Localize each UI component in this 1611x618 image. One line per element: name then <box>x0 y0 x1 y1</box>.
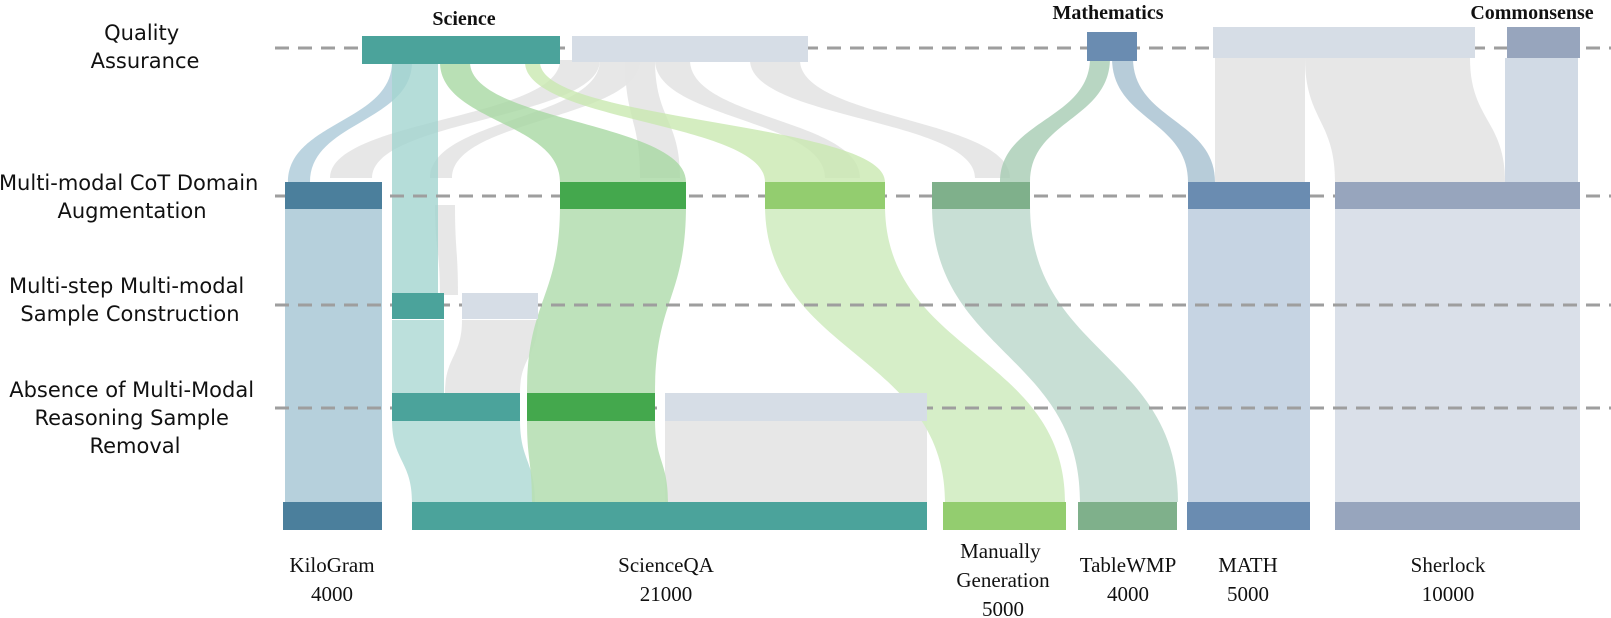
flow-cot-slate-to-sherlock <box>1335 205 1580 502</box>
flow-common-to-cot <box>1505 58 1578 182</box>
dataset-name-manually-generation: Manually Generation <box>956 539 1050 592</box>
node-cot-sherlock <box>1335 182 1580 209</box>
flows-layer <box>285 58 1580 502</box>
node-dataset-tablewmp <box>1078 502 1177 530</box>
flow-grey-common-a <box>1215 58 1305 182</box>
node-cot-sage <box>932 182 1030 209</box>
flow-grey-cot-to-msc <box>435 205 458 295</box>
dataset-name-tablewmp: TableWMP <box>1080 553 1177 577</box>
flow-math-to-cot-sage <box>1000 58 1110 182</box>
stage-label-cot-augmentation: Multi-modal CoT Domain Augmentation <box>0 171 265 223</box>
node-abs-teal <box>392 393 520 421</box>
stage-label-absence-removal: Absence of Multi-Modal Reasoning Sample … <box>9 378 261 458</box>
flow-science-to-cot-green <box>440 62 686 182</box>
dataset-count-tablewmp: 4000 <box>1107 582 1149 606</box>
dataset-count-scienceqa: 21000 <box>640 582 693 606</box>
node-cot-green <box>560 182 686 209</box>
node-cot-kilogram <box>285 182 382 209</box>
stage-label-quality-assurance: Quality Assurance <box>91 21 200 73</box>
flow-cot-sage-to-tablewmp <box>932 205 1178 502</box>
nodes-layer <box>283 27 1580 530</box>
stage-label-sample-construction: Multi-step Multi-modal Sample Constructi… <box>9 274 251 326</box>
node-abs-green <box>527 393 655 421</box>
flow-grey-qa-to-cot-e <box>750 60 1010 178</box>
category-label-commonsense: Commonsense <box>1470 2 1593 24</box>
dataset-name-math: MATH <box>1218 553 1278 577</box>
node-msc-teal <box>392 293 444 319</box>
node-cot-math <box>1188 182 1310 209</box>
node-abs-grey <box>665 393 927 421</box>
node-cot-light-green <box>765 182 885 209</box>
flow-cot-light-to-manual <box>765 205 1065 502</box>
flow-grey-qa-to-cot-a <box>330 60 600 178</box>
flow-msc-to-abs-teal <box>392 320 444 393</box>
node-dataset-scienceqa <box>412 502 927 530</box>
node-qa-science <box>362 36 560 64</box>
dataset-count-math: 5000 <box>1227 582 1269 606</box>
flow-math-to-cot-blue <box>1112 58 1215 182</box>
flow-abs-green-to-scienceqa <box>527 420 668 502</box>
node-qa-commonsense <box>1507 27 1580 58</box>
node-msc-grey <box>462 293 538 319</box>
flow-science-to-kilogram <box>288 62 412 182</box>
flow-grey-msc-to-abs <box>445 320 538 393</box>
node-qa-mathematics <box>1087 32 1137 61</box>
flow-cot-green-to-abs <box>527 205 686 393</box>
node-dataset-manual <box>943 502 1066 530</box>
flow-cot-blue-to-math <box>1188 205 1310 502</box>
node-dataset-math <box>1187 502 1310 530</box>
flow-science-teal-trunk <box>392 62 438 295</box>
node-dataset-kilogram <box>283 502 382 530</box>
flow-grey-common-b <box>1305 58 1505 182</box>
flow-science-to-cot-light <box>525 62 885 182</box>
node-qa-science-grey <box>572 36 808 62</box>
node-dataset-sherlock <box>1335 502 1580 530</box>
flow-abs-teal-to-scienceqa <box>392 420 535 502</box>
dataset-count-manually-generation: 5000 <box>982 597 1024 618</box>
flow-kilogram-cot-to-end <box>285 205 382 502</box>
dataset-count-kilogram: 4000 <box>311 582 353 606</box>
flow-grey-abs-to-scienceqa <box>665 420 927 502</box>
dataset-name-sherlock: Sherlock <box>1411 553 1486 577</box>
dataset-name-kilogram: KiloGram <box>289 553 374 577</box>
category-label-science: Science <box>432 8 495 30</box>
dataset-name-scienceqa: ScienceQA <box>618 553 714 577</box>
category-label-mathematics: Mathematics <box>1052 2 1163 24</box>
node-qa-common-grey <box>1213 27 1475 58</box>
dataset-count-sherlock: 10000 <box>1422 582 1475 606</box>
